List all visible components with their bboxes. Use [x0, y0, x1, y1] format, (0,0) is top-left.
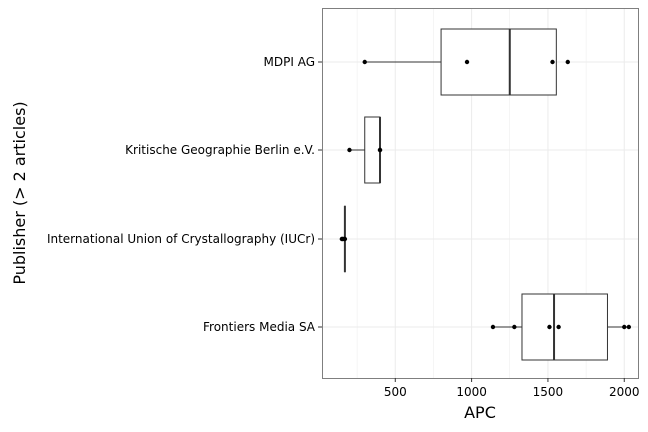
data-point	[362, 59, 367, 65]
y-axis-title: Publisher (> 2 articles)	[10, 101, 29, 284]
axes: 500 1000 1500 2000 MDPI AG Kritische Geograph…	[47, 55, 640, 399]
box-iqr	[364, 116, 381, 184]
y-category-label: International Union of Crystallography (…	[47, 232, 315, 246]
data-point	[550, 59, 555, 65]
boxes	[341, 28, 629, 361]
x-tick-label: 2000	[609, 385, 640, 399]
y-category-label: Kritische Geographie Berlin e.V.	[125, 143, 315, 157]
box-iqr	[440, 28, 557, 96]
y-category-label: MDPI AG	[264, 55, 315, 69]
data-point	[547, 324, 552, 330]
data-point	[622, 324, 627, 330]
data-point	[377, 147, 383, 153]
y-category-label: Frontiers Media SA	[203, 320, 316, 334]
panel-border	[322, 8, 639, 379]
data-point	[626, 324, 632, 330]
box-1	[364, 28, 557, 96]
data-points	[339, 59, 632, 330]
data-point	[565, 59, 570, 65]
data-point	[347, 147, 352, 153]
x-tick-label: 500	[384, 385, 407, 399]
x-tick-label: 1000	[456, 385, 487, 399]
data-point	[464, 59, 470, 65]
data-point	[490, 324, 496, 330]
box-iqr	[521, 293, 608, 361]
box-4	[492, 293, 629, 361]
x-tick-label: 1500	[533, 385, 564, 399]
data-point	[342, 236, 348, 242]
data-point	[556, 324, 561, 330]
x-axis-title: APC	[464, 403, 496, 422]
data-point	[512, 324, 517, 330]
